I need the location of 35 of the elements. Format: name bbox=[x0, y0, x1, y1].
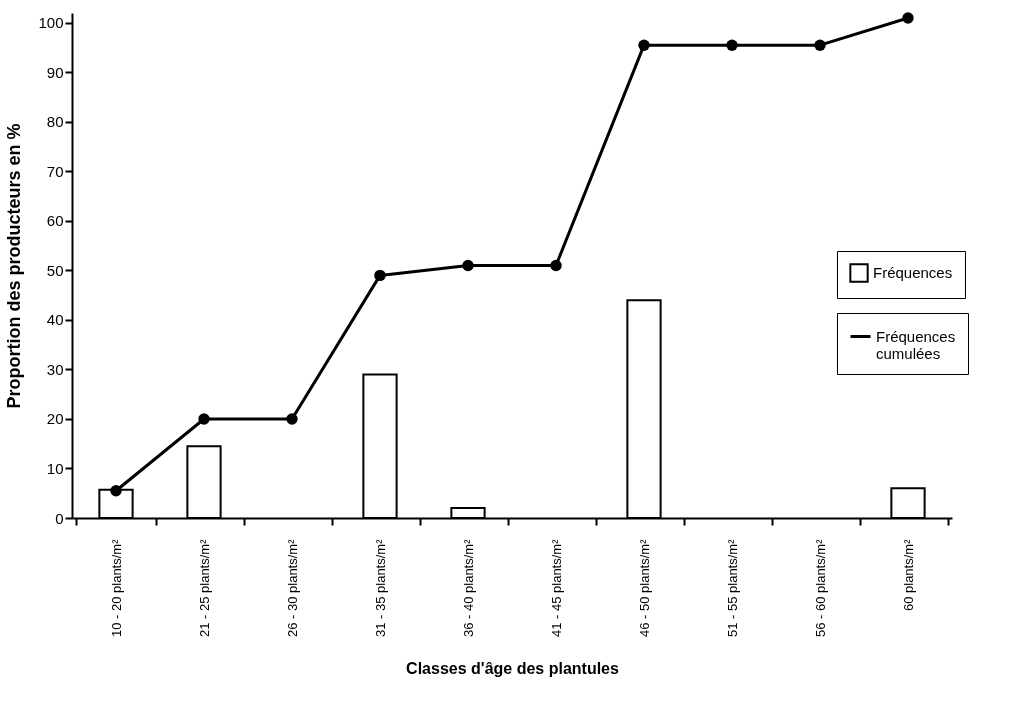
y-axis-title: Proportion des producteurs en % bbox=[4, 123, 25, 409]
y-tick-label: 0 bbox=[55, 509, 64, 527]
point bbox=[726, 39, 738, 51]
x-tick-label: 26 - 30 plants/m² bbox=[284, 538, 300, 638]
legend-label: Fréquences cumulées bbox=[876, 327, 956, 362]
x-tick-label: 60 plants/m² bbox=[900, 538, 916, 612]
point bbox=[638, 39, 650, 51]
y-tick-label: 40 bbox=[46, 311, 64, 329]
x-tick-label: 46 - 50 plants/m² bbox=[636, 538, 652, 638]
y-tick-label: 30 bbox=[46, 360, 64, 378]
y-tick-label: 20 bbox=[46, 410, 64, 428]
y-tick-label: 50 bbox=[46, 261, 64, 279]
y-tick-label: 60 bbox=[46, 212, 64, 230]
point bbox=[814, 39, 826, 51]
point bbox=[286, 413, 298, 425]
x-axis-title: Classes d'âge des plantules bbox=[406, 659, 619, 677]
x-tick-label: 10 - 20 plants/m² bbox=[108, 538, 124, 638]
y-tick-label: 10 bbox=[46, 459, 64, 477]
point bbox=[462, 259, 474, 272]
y-tick-label: 70 bbox=[46, 162, 64, 180]
point bbox=[110, 485, 122, 497]
x-tick-label: 36 - 40 plants/m² bbox=[460, 538, 476, 638]
y-tick-label: 90 bbox=[46, 63, 64, 81]
point bbox=[374, 269, 386, 282]
point bbox=[198, 413, 210, 425]
x-tick-label: 56 - 60 plants/m² bbox=[812, 538, 828, 638]
point bbox=[550, 259, 562, 272]
y-tick-label: 80 bbox=[46, 113, 64, 131]
x-tick-label: 51 - 55 plants/m² bbox=[724, 538, 740, 638]
x-tick-label: 21 - 25 plants/m² bbox=[196, 538, 212, 638]
point bbox=[902, 12, 914, 24]
y-tick-label: 100 bbox=[38, 14, 64, 32]
x-tick-label: 41 - 45 plants/m² bbox=[548, 538, 564, 638]
legend-label: Fréquences bbox=[873, 264, 953, 281]
x-tick-label: 31 - 35 plants/m² bbox=[372, 538, 388, 638]
